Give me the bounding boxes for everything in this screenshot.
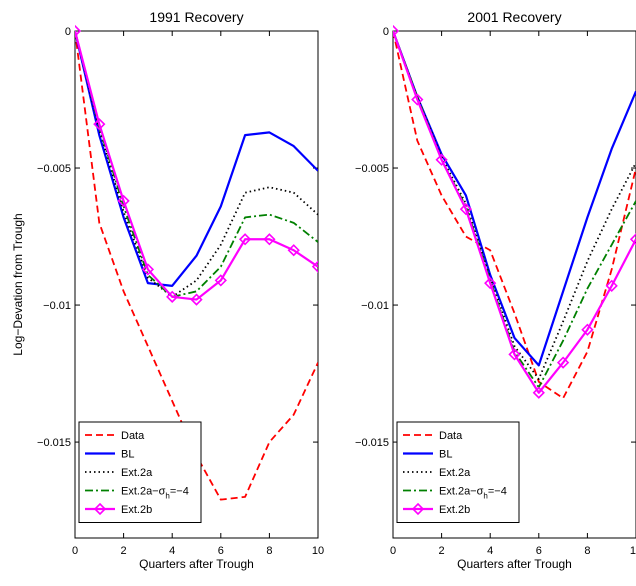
- x-tick-label: 8: [266, 545, 272, 557]
- series-marker: [93, 118, 106, 131]
- x-tick-label: 6: [218, 545, 224, 557]
- series-line-ext-2a-: [393, 30, 636, 389]
- x-tick-label: 4: [487, 545, 493, 557]
- x-tick-label: 2: [439, 545, 445, 557]
- series-marker: [117, 194, 130, 208]
- series-marker: [238, 233, 252, 246]
- x-axis-label: Quarters after Trough: [457, 557, 572, 571]
- series-line-ext-2b: [393, 30, 636, 394]
- x-tick-label: 8: [584, 545, 590, 557]
- series-marker: [166, 290, 179, 303]
- legend-label: Ext.2b: [439, 504, 470, 516]
- chart-title: 1991 Recovery: [149, 9, 243, 25]
- x-tick-label: 6: [536, 545, 542, 557]
- legend-label: Ext.2a−σh=−4: [121, 486, 189, 501]
- x-tick-label: 10: [630, 545, 636, 557]
- x-tick-label: 0: [390, 545, 396, 557]
- y-tick-label: −0.005: [355, 163, 389, 175]
- y-tick-label: −0.015: [37, 437, 71, 449]
- legend-label: BL: [121, 449, 134, 461]
- series-marker: [629, 233, 636, 246]
- legend-label: BL: [439, 449, 452, 461]
- series-marker: [141, 263, 155, 276]
- series-marker: [263, 233, 276, 246]
- legend-label: Ext.2b: [121, 504, 152, 516]
- series-line-bl: [393, 30, 636, 367]
- series-marker: [411, 93, 424, 106]
- y-tick-label: 0: [65, 26, 71, 38]
- series-line-ext-2a-: [75, 30, 318, 298]
- legend-label: Ext.2a−σh=−4: [439, 486, 507, 501]
- x-tick-label: 4: [169, 545, 175, 557]
- chart-title: 2001 Recovery: [467, 9, 561, 25]
- x-tick-label: 10: [312, 545, 324, 557]
- series-marker: [190, 293, 203, 306]
- legend-label: Data: [439, 430, 463, 442]
- chart-panel-2: 2001 Recovery 0 2 4 6 8 10 0 −0.005 −0.01 −0.015 Qu…: [355, 9, 636, 571]
- y-tick-label: −0.01: [361, 300, 389, 312]
- series-line-ext-2a: [75, 30, 318, 298]
- plot-frame: [74, 30, 319, 539]
- series-marker: [532, 386, 545, 399]
- legend-label: Data: [121, 430, 145, 442]
- legend: Data BL Ext.2a Ext.2a−σh=−4 Ext.2b: [396, 421, 520, 523]
- series-marker: [435, 153, 448, 166]
- series-marker: [605, 279, 618, 293]
- series-marker: [556, 356, 570, 369]
- x-tick-label: 0: [72, 545, 78, 557]
- y-tick-label: 0: [383, 26, 389, 38]
- series-marker: [508, 348, 521, 361]
- series-marker: [311, 260, 318, 273]
- series-line-data: [393, 30, 636, 400]
- series-marker: [75, 25, 82, 38]
- legend-label: Ext.2a: [439, 467, 471, 479]
- y-tick-label: −0.005: [37, 163, 71, 175]
- x-axis-label: Quarters after Trough: [139, 557, 254, 571]
- series-marker: [484, 276, 497, 290]
- plot-frame: [392, 30, 636, 539]
- y-tick-label: −0.015: [355, 437, 389, 449]
- series-marker: [214, 274, 227, 287]
- legend-marker: [93, 502, 107, 516]
- series-marker: [287, 244, 300, 257]
- chart-panel-1: 1991 Recovery 0 2 4 6 8 10 0 −0.005 −0.01 −0.015 Qu…: [11, 9, 324, 571]
- series-marker: [393, 25, 400, 38]
- y-axis-label: Log−Devation from Trough: [11, 213, 25, 355]
- legend: Data BL Ext.2a Ext.2a−σh=−4 Ext.2b: [78, 421, 202, 523]
- series-line-bl: [75, 30, 318, 287]
- y-tick-label: −0.01: [43, 300, 71, 312]
- series-group: [393, 25, 636, 400]
- legend-marker: [411, 502, 425, 516]
- x-tick-label: 2: [121, 545, 127, 557]
- legend-label: Ext.2a: [121, 467, 153, 479]
- series-marker: [459, 203, 473, 216]
- series-line-ext-2a: [393, 30, 636, 380]
- series-marker: [581, 323, 594, 336]
- series-line-ext-2b: [75, 30, 318, 301]
